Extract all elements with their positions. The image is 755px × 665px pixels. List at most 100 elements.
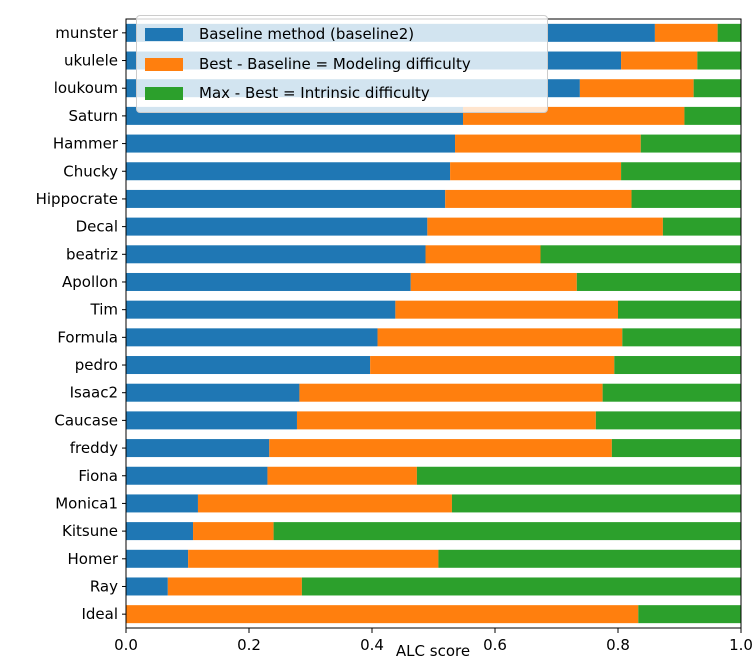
x-tick-label: 0.6 bbox=[483, 636, 507, 654]
bar-Saturn-series-2 bbox=[684, 106, 741, 125]
legend-item-intrinsic: Max - Best = Intrinsic difficulty bbox=[145, 82, 430, 104]
bar-Tim-series-2 bbox=[618, 300, 741, 319]
y-tick-label: Chucky bbox=[63, 162, 118, 180]
bar-beatriz-series-0 bbox=[126, 245, 426, 264]
bar-munster-series-1 bbox=[654, 23, 718, 42]
bar-Decal-series-0 bbox=[126, 217, 428, 236]
bar-loukoum-series-1 bbox=[579, 79, 694, 98]
x-axis-label: ALC score bbox=[396, 642, 470, 660]
bar-Ray-series-1 bbox=[167, 577, 302, 596]
legend-item-baseline: Baseline method (baseline2) bbox=[145, 23, 414, 45]
legend-label-baseline: Baseline method (baseline2) bbox=[199, 25, 415, 43]
bar-pedro-series-2 bbox=[614, 356, 741, 375]
bar-Hammer-series-1 bbox=[455, 134, 641, 153]
bar-Tim-series-1 bbox=[395, 300, 618, 319]
legend-swatch-baseline bbox=[145, 27, 183, 41]
y-tick-label: Apollon bbox=[62, 273, 118, 291]
legend-swatch-modeling bbox=[145, 57, 183, 71]
bar-Isaac2-series-0 bbox=[126, 383, 300, 402]
y-tick-label: Caucase bbox=[54, 411, 118, 429]
bar-Decal-series-1 bbox=[427, 217, 663, 236]
bar-Isaac2-series-1 bbox=[299, 383, 603, 402]
bar-Tim-series-0 bbox=[126, 300, 396, 319]
legend-item-modeling: Best - Baseline = Modeling difficulty bbox=[145, 53, 471, 75]
y-tick-label: Homer bbox=[68, 550, 119, 568]
bar-Fiona-series-2 bbox=[416, 466, 741, 485]
y-tick-label: ukulele bbox=[64, 52, 118, 70]
bar-freddy-series-0 bbox=[126, 439, 270, 458]
bar-freddy-series-1 bbox=[269, 439, 612, 458]
bar-Kitsune-series-0 bbox=[126, 522, 194, 541]
bar-Ray-series-2 bbox=[301, 577, 741, 596]
bar-Homer-series-2 bbox=[438, 549, 741, 568]
bar-Hippocrate-series-2 bbox=[631, 189, 741, 208]
y-tick-label: Saturn bbox=[68, 107, 118, 125]
x-tick-labels: 0.0 0.2 0.4 0.6 0.8 1.0 bbox=[114, 636, 753, 654]
bar-beatriz-series-1 bbox=[425, 245, 541, 264]
y-tick-label: Kitsune bbox=[62, 522, 118, 540]
bar-Hippocrate-series-1 bbox=[445, 189, 632, 208]
bar-Kitsune-series-1 bbox=[193, 522, 274, 541]
legend-label-modeling: Best - Baseline = Modeling difficulty bbox=[199, 55, 471, 73]
bar-Formula-series-0 bbox=[126, 328, 378, 347]
bar-Apollon-series-2 bbox=[576, 272, 741, 291]
x-tick-label: 0.4 bbox=[360, 636, 384, 654]
bar-Monica1-series-1 bbox=[197, 494, 452, 513]
bar-Caucase-series-2 bbox=[595, 411, 741, 430]
bar-Hippocrate-series-0 bbox=[126, 189, 446, 208]
y-tick-label: Hammer bbox=[53, 135, 119, 153]
bar-ukulele-series-1 bbox=[621, 51, 698, 70]
y-tick-label: Hippocrate bbox=[36, 190, 118, 208]
bar-Caucase-series-0 bbox=[126, 411, 297, 430]
bar-Homer-series-0 bbox=[126, 549, 189, 568]
bar-ukulele-series-2 bbox=[697, 51, 741, 70]
x-tick-label: 0.8 bbox=[606, 636, 630, 654]
legend-label-intrinsic: Max - Best = Intrinsic difficulty bbox=[199, 84, 430, 102]
bar-munster-series-2 bbox=[717, 23, 741, 42]
bar-Chucky-series-1 bbox=[450, 162, 622, 181]
bar-Fiona-series-1 bbox=[267, 466, 417, 485]
bar-Decal-series-2 bbox=[662, 217, 741, 236]
y-tick-label: Fiona bbox=[78, 467, 118, 485]
x-tick-label: 0.2 bbox=[237, 636, 261, 654]
bar-Ideal-series-1 bbox=[126, 605, 639, 624]
bar-Formula-series-1 bbox=[377, 328, 623, 347]
y-tick-label: Decal bbox=[76, 218, 118, 236]
bar-Homer-series-1 bbox=[188, 549, 439, 568]
y-tick-label: Ray bbox=[90, 577, 118, 595]
bar-Ray-series-0 bbox=[126, 577, 168, 596]
x-tick-label: 1.0 bbox=[729, 636, 753, 654]
bar-Fiona-series-0 bbox=[126, 466, 268, 485]
bar-Apollon-series-0 bbox=[126, 272, 411, 291]
y-tick-labels: munster ukulele loukoum Saturn Hammer Chucky H… bbox=[36, 24, 119, 623]
bars-layer bbox=[126, 23, 741, 624]
y-tick-label: Monica1 bbox=[55, 494, 118, 512]
bar-pedro-series-1 bbox=[370, 356, 615, 375]
bar-Hammer-series-2 bbox=[640, 134, 741, 153]
bar-Caucase-series-1 bbox=[296, 411, 596, 430]
bar-Formula-series-2 bbox=[622, 328, 741, 347]
y-tick-label: munster bbox=[55, 24, 119, 42]
x-tick-label: 0.0 bbox=[114, 636, 138, 654]
y-tick-label: beatriz bbox=[66, 245, 118, 263]
bar-Ideal-series-2 bbox=[638, 605, 741, 624]
y-tick-label: pedro bbox=[75, 356, 118, 374]
y-tick-label: Tim bbox=[90, 301, 118, 319]
bar-Chucky-series-0 bbox=[126, 162, 451, 181]
bar-Monica1-series-0 bbox=[126, 494, 198, 513]
bar-pedro-series-0 bbox=[126, 356, 371, 375]
y-tick-label: freddy bbox=[70, 439, 118, 457]
legend: Baseline method (baseline2) Best - Basel… bbox=[136, 15, 548, 113]
bar-loukoum-series-2 bbox=[693, 79, 741, 98]
bar-Isaac2-series-2 bbox=[602, 383, 741, 402]
y-tick-label: Formula bbox=[57, 328, 118, 346]
y-tick-label: Isaac2 bbox=[70, 384, 118, 402]
bar-Chucky-series-2 bbox=[621, 162, 741, 181]
legend-swatch-intrinsic bbox=[145, 86, 183, 100]
bar-Monica1-series-2 bbox=[451, 494, 741, 513]
y-tick-label: loukoum bbox=[54, 79, 118, 97]
bar-freddy-series-2 bbox=[611, 439, 741, 458]
y-tick-label: Ideal bbox=[81, 605, 118, 623]
bar-beatriz-series-2 bbox=[540, 245, 741, 264]
bar-Kitsune-series-2 bbox=[273, 522, 741, 541]
